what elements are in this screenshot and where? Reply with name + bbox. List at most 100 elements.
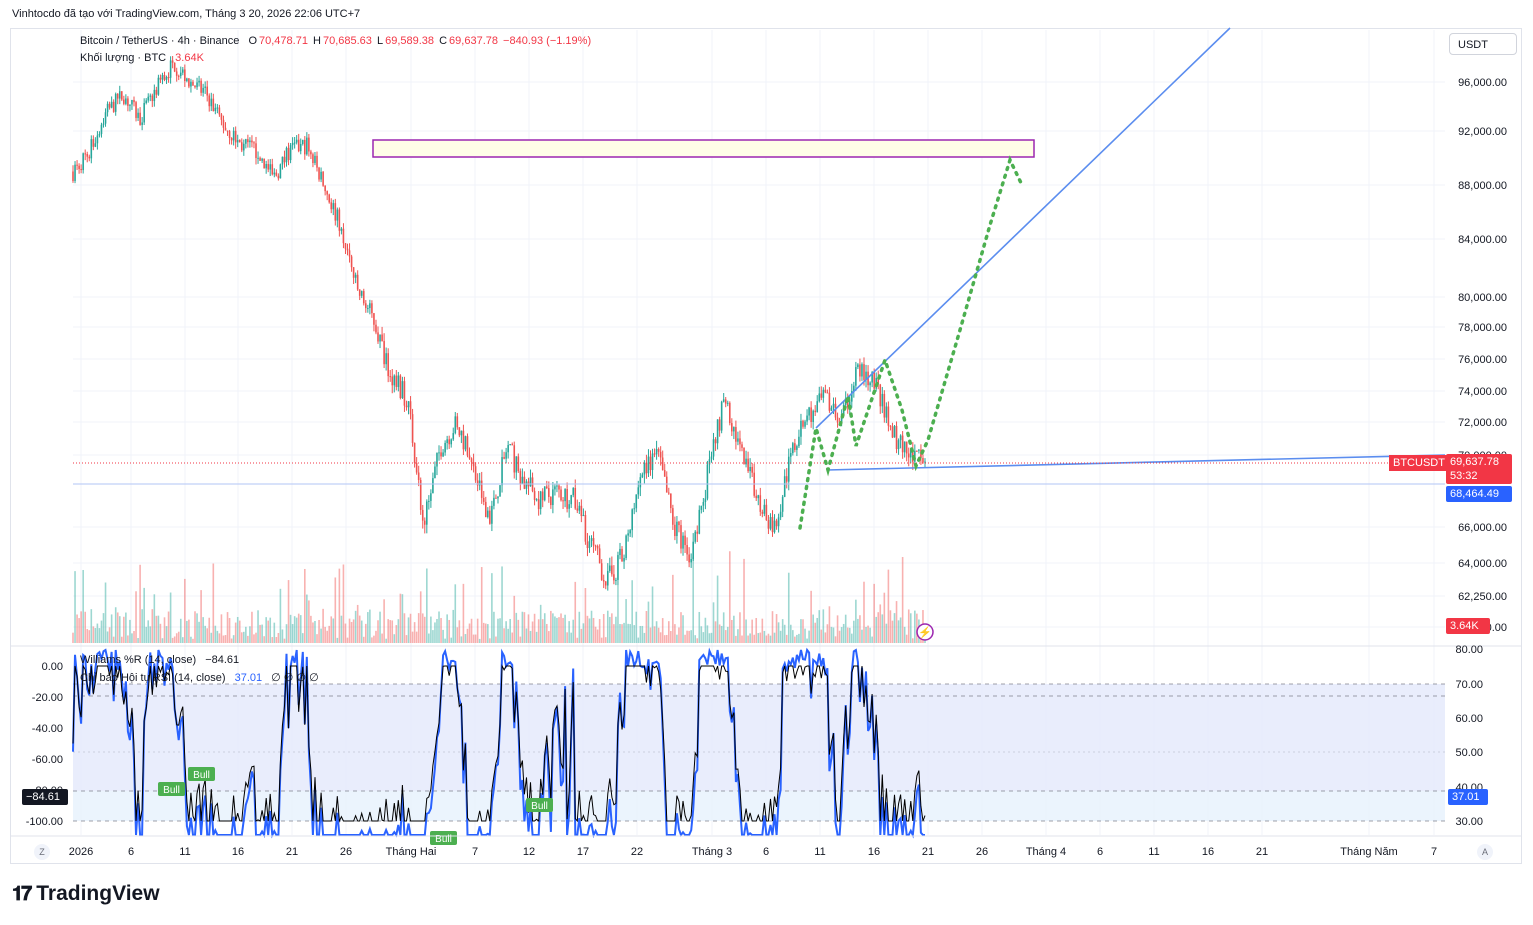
candle-body (826, 392, 829, 394)
candle-body (588, 540, 591, 549)
volume-bar (362, 636, 365, 643)
volume-bar (157, 615, 160, 643)
low-value: 69,589.38 (385, 35, 435, 47)
volume-bar (76, 614, 78, 643)
candle-body (476, 480, 479, 486)
candle-body (308, 137, 310, 152)
candle-body (216, 107, 219, 109)
volume-bar (759, 632, 762, 643)
volume-bar (787, 572, 790, 643)
volume-bar (106, 631, 109, 643)
volume-bar (257, 610, 259, 643)
candle-body (293, 142, 296, 144)
candle-body (478, 480, 481, 486)
volume-bar (499, 618, 501, 643)
volume-bar (859, 615, 861, 643)
volume-bar (592, 617, 595, 643)
candle-body (491, 505, 493, 524)
volume-bar (802, 619, 804, 643)
volume-bar (609, 616, 611, 643)
candle-body (114, 93, 117, 112)
candle-body (710, 456, 713, 460)
candle-body (212, 98, 215, 111)
candle-body (629, 530, 631, 534)
candle-body (663, 470, 666, 477)
volume-bar (297, 613, 300, 643)
candle-body (887, 406, 890, 426)
volume-bar (116, 612, 119, 643)
volume-bar (822, 609, 825, 643)
candle-body (184, 69, 186, 82)
volume-bar (619, 624, 621, 643)
candle-body (379, 334, 381, 342)
volume-bar (306, 594, 308, 643)
volume-bar (338, 568, 341, 643)
volume-bar (310, 615, 312, 643)
volume-bar (594, 626, 597, 643)
candle-body (356, 274, 359, 290)
volume-bar (611, 613, 613, 643)
candle-body (883, 393, 886, 418)
williams-tick-label: 0.00 (42, 661, 63, 673)
auto-scale-button[interactable]: A (1477, 844, 1493, 860)
candle-body (539, 491, 542, 510)
williams-tick-label: -60.00 (32, 754, 63, 766)
volume-bar (757, 633, 760, 643)
volume-label: Khối lượng · BTC (80, 52, 167, 64)
volume-bar (596, 629, 599, 643)
candle-body (501, 457, 503, 486)
volume-bar (853, 620, 855, 643)
volume-bar (454, 584, 457, 643)
volume-bar (200, 590, 202, 643)
rsi-label: Chỉ báo Hội tụ RSI (14, close) (80, 672, 226, 684)
candle-body (149, 95, 152, 97)
x-tick-label: 17 (577, 846, 589, 858)
volume-bar (769, 635, 772, 643)
candle-body (358, 289, 361, 296)
candle-body (881, 393, 884, 407)
candle-body (519, 471, 522, 485)
candle-body (850, 391, 853, 402)
volume-bar (299, 615, 302, 643)
symbol-title: Bitcoin / TetherUS · 4h · Binance (80, 35, 240, 47)
volume-bar (336, 637, 339, 643)
volume-bar (570, 632, 572, 643)
candle-body (332, 203, 335, 210)
candle-body (306, 137, 308, 155)
y-tick-label: 76,000.00 (1458, 354, 1507, 366)
volume-bar (844, 614, 847, 643)
candle-body (704, 498, 707, 503)
volume-bar (857, 618, 859, 643)
candle-body (775, 520, 778, 527)
volume-bar (720, 625, 723, 643)
candle-body (572, 487, 575, 496)
volume-bar (330, 616, 333, 643)
currency-selector[interactable]: USDT (1449, 33, 1517, 55)
candle-body (728, 402, 731, 424)
candle-body (611, 565, 613, 575)
candle-body (726, 402, 729, 404)
projection-path (798, 155, 1024, 530)
candle-body (255, 143, 257, 159)
x-tick-label: 22 (631, 846, 643, 858)
candle-body (722, 399, 725, 402)
candle-body (82, 153, 84, 171)
x-tick-label: 21 (1256, 846, 1268, 858)
candle-body (690, 559, 692, 563)
volume-bar (513, 595, 516, 643)
candle-body (137, 112, 139, 118)
volume-bar (206, 628, 209, 643)
volume-bar (179, 618, 182, 643)
left-scale-button[interactable]: Z (34, 844, 50, 860)
volume-bar (421, 613, 424, 643)
candle-body (395, 375, 398, 387)
volume-bar (749, 633, 751, 643)
volume-bar (121, 636, 123, 643)
volume-bar (672, 574, 674, 643)
volume-bar (604, 637, 607, 643)
upper-trendline (815, 27, 1231, 429)
candle-body (88, 156, 91, 159)
candle-body (830, 407, 833, 411)
brand-logo[interactable]: 𝟏𝟕 TradingView (12, 882, 160, 906)
